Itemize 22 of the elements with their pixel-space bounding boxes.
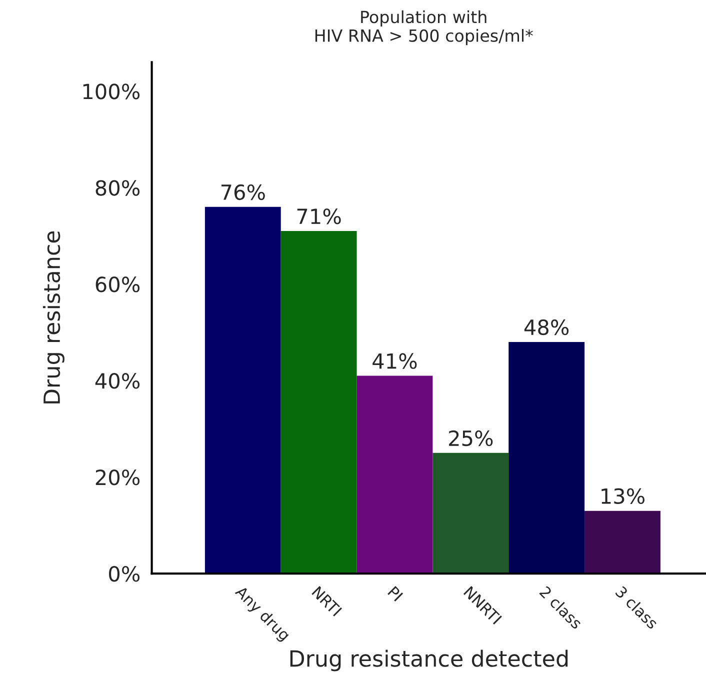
y-tick-label: 0% (109, 566, 140, 582)
y-tick-label: 60% (96, 276, 140, 292)
data-label: 25% (449, 430, 493, 446)
bar (356, 376, 433, 574)
bar (432, 452, 509, 574)
chart-title: Population with HIV RNA > 500 copies/ml* (315, 10, 533, 46)
data-label: 76% (221, 184, 265, 200)
x-tick-label: PI (388, 586, 404, 602)
y-tick-label: 40% (95, 373, 140, 389)
y-tick-label: 100% (83, 84, 140, 100)
y-tick-label: 80% (96, 180, 140, 196)
data-label: 41% (372, 353, 417, 369)
bar (280, 231, 357, 574)
bar (508, 342, 585, 574)
y-axis-title: Drug resistance (42, 231, 64, 404)
bar (204, 206, 281, 574)
data-label: 48% (524, 319, 569, 336)
x-axis-title: Drug resistance detected (290, 650, 568, 672)
data-label: 13% (602, 488, 644, 504)
bar (584, 510, 660, 574)
y-tick-label: 20% (96, 470, 140, 486)
data-label: 71% (297, 208, 341, 224)
